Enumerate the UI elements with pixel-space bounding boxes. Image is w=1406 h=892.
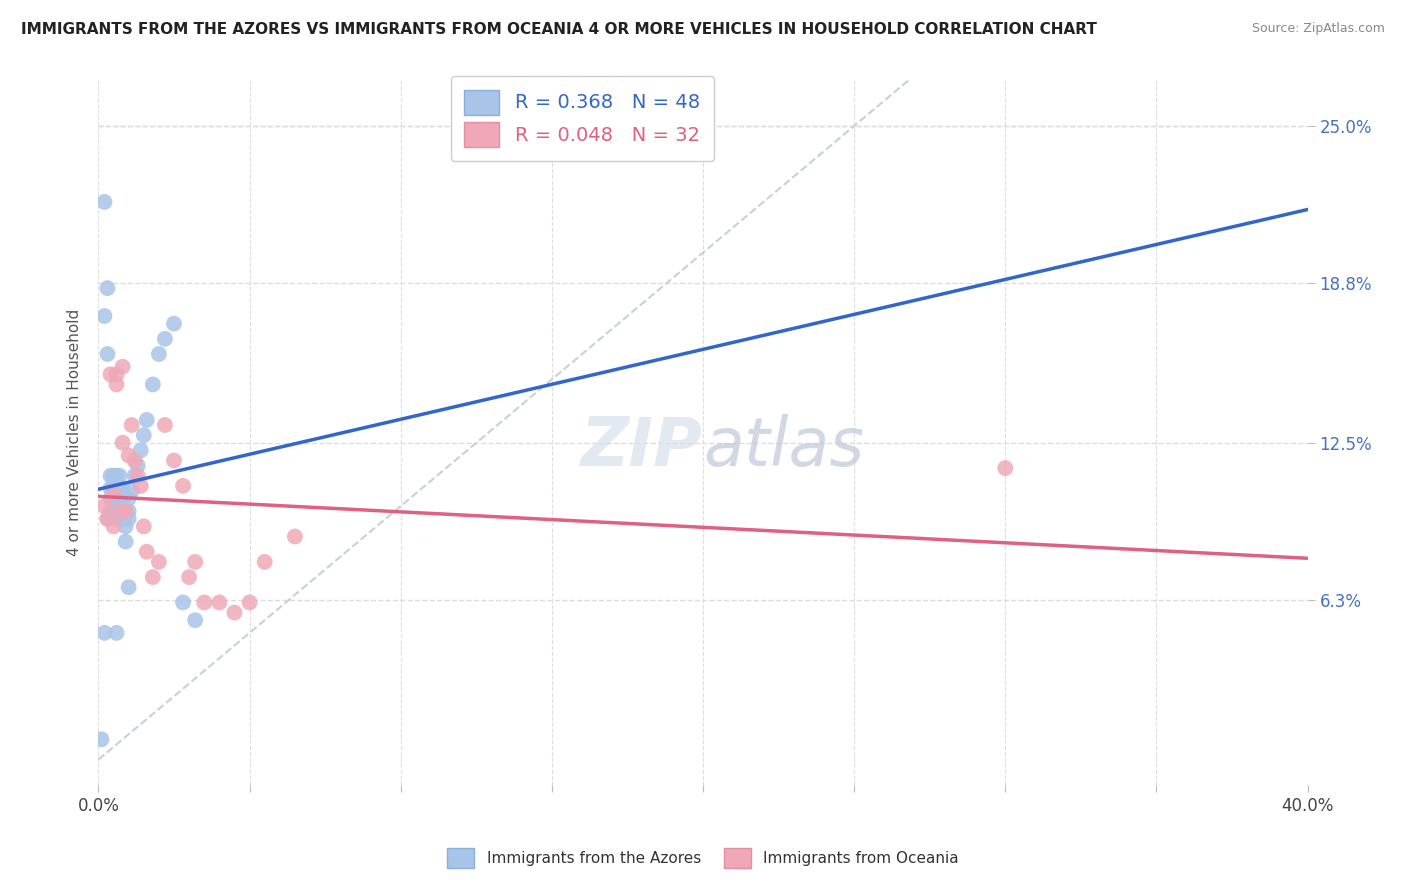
Point [114, 507, 136, 521]
Point [105, 491, 128, 506]
Point [103, 468, 125, 483]
Point [118, 449, 141, 463]
Point [127, 468, 149, 483]
Point [114, 504, 136, 518]
Point [105, 512, 128, 526]
Point [121, 417, 143, 432]
Legend: Immigrants from the Azores, Immigrants from Oceania: Immigrants from the Azores, Immigrants f… [440, 842, 966, 874]
Point [96, 281, 118, 295]
Y-axis label: 4 or more Vehicles in Household: 4 or more Vehicles in Household [67, 309, 83, 557]
Point [93, 499, 115, 513]
Point [148, 555, 170, 569]
Text: ZIP: ZIP [581, 414, 703, 480]
Point [103, 504, 125, 518]
Point [179, 570, 201, 584]
Point [132, 519, 155, 533]
Point [103, 486, 125, 500]
Point [163, 453, 186, 467]
Point [172, 595, 194, 609]
Point [108, 491, 131, 506]
Point [108, 482, 131, 496]
Point [118, 512, 141, 526]
Point [114, 519, 136, 533]
Point [239, 595, 262, 609]
Point [100, 504, 122, 518]
Point [105, 468, 128, 483]
Point [142, 377, 165, 392]
Point [127, 458, 149, 473]
Point [111, 435, 134, 450]
Point [135, 545, 157, 559]
Point [103, 491, 125, 506]
Point [111, 504, 134, 518]
Point [100, 482, 122, 496]
Point [208, 595, 231, 609]
Point [105, 368, 128, 382]
Point [93, 625, 115, 640]
Point [118, 504, 141, 518]
Point [121, 483, 143, 498]
Point [148, 347, 170, 361]
Point [111, 491, 134, 506]
Point [96, 347, 118, 361]
Point [96, 512, 118, 526]
Point [100, 368, 122, 382]
Point [132, 428, 155, 442]
Point [100, 468, 122, 483]
Point [103, 519, 125, 533]
Point [111, 359, 134, 374]
Point [111, 482, 134, 496]
Point [93, 194, 115, 209]
Point [96, 512, 118, 526]
Point [994, 461, 1017, 475]
Point [114, 534, 136, 549]
Point [108, 504, 131, 518]
Point [193, 595, 215, 609]
Point [108, 504, 131, 518]
Point [163, 317, 186, 331]
Point [153, 417, 176, 432]
Point [253, 555, 276, 569]
Point [184, 555, 207, 569]
Point [142, 570, 165, 584]
Text: atlas: atlas [703, 414, 865, 480]
Point [93, 309, 115, 323]
Point [224, 606, 246, 620]
Point [135, 413, 157, 427]
Point [90, 732, 112, 747]
Point [124, 468, 146, 483]
Point [103, 482, 125, 496]
Point [111, 512, 134, 526]
Point [284, 530, 307, 544]
Point [124, 453, 146, 467]
Point [129, 479, 152, 493]
Text: IMMIGRANTS FROM THE AZORES VS IMMIGRANTS FROM OCEANIA 4 OR MORE VEHICLES IN HOUS: IMMIGRANTS FROM THE AZORES VS IMMIGRANTS… [21, 22, 1097, 37]
Point [118, 491, 141, 506]
Point [172, 479, 194, 493]
Point [153, 332, 176, 346]
Point [184, 613, 207, 627]
Point [105, 377, 128, 392]
Point [108, 468, 131, 483]
Point [100, 491, 122, 506]
Point [105, 504, 128, 518]
Text: Source: ZipAtlas.com: Source: ZipAtlas.com [1251, 22, 1385, 36]
Point [129, 443, 152, 458]
Point [118, 580, 141, 594]
Point [105, 625, 128, 640]
Point [105, 482, 128, 496]
